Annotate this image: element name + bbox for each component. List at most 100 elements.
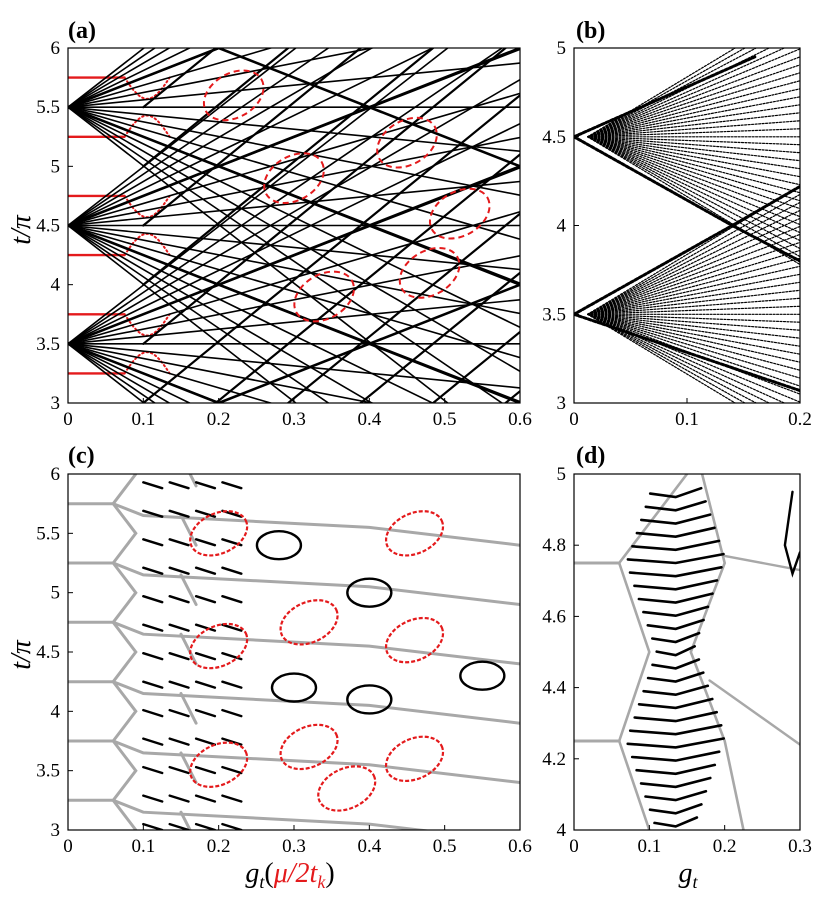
- black-rung: [651, 658, 701, 670]
- fan-line: [587, 313, 737, 403]
- axis-ticks: 0 0.1 0.2 0.3 0.4 0.5 0.6 3 3.5 4 4.5 5 5.5 6 0 0.1 0.2 3…: [36, 38, 812, 857]
- x-tick-label: 0.2: [713, 836, 737, 857]
- y-tick-label: 6: [51, 464, 61, 485]
- black-segment: [221, 595, 243, 604]
- red-loop: [384, 510, 445, 557]
- panel-d-frame: [573, 473, 801, 831]
- boundary-line: [730, 185, 800, 227]
- gray-boundary-line: [723, 554, 800, 572]
- fan-line: [68, 136, 520, 227]
- zigzag-line: [68, 48, 520, 109]
- y-tick-label: 3.5: [542, 304, 566, 325]
- gray-boundary-line: [111, 620, 138, 684]
- panel-c: [68, 474, 520, 830]
- fan-line: [68, 48, 192, 108]
- fan-line: [587, 136, 800, 186]
- fan-line: [68, 48, 330, 227]
- black-segment: [221, 708, 243, 718]
- fan-line: [587, 313, 800, 323]
- fan-line: [68, 92, 520, 227]
- black-rung: [630, 750, 721, 762]
- fan-line: [587, 313, 800, 387]
- fan-line: [68, 48, 374, 227]
- black-segment: [221, 680, 243, 689]
- zigzag-line: [68, 224, 520, 287]
- fan-line: [587, 265, 800, 315]
- gray-boundary-line: [188, 474, 198, 488]
- black-segment: [142, 680, 164, 689]
- gray-boundary-line: [179, 810, 192, 830]
- x-tick-label: 0.2: [207, 836, 231, 857]
- fan-line: [587, 313, 800, 379]
- red-loop: [189, 510, 249, 557]
- panel-label-c: (c): [68, 443, 95, 469]
- fan-line: [68, 48, 157, 108]
- red-loop: [384, 735, 445, 783]
- fan-line: [587, 297, 800, 315]
- fan-line: [68, 224, 520, 271]
- x-tick-label: 0: [63, 836, 73, 857]
- black-segment: [194, 566, 217, 575]
- gray-boundary-line: [111, 739, 138, 802]
- fan-line: [68, 122, 520, 345]
- black-segment: [221, 794, 243, 803]
- red-ellipse: [202, 69, 265, 122]
- black-segment: [221, 765, 243, 775]
- y-tick-label: 5: [557, 38, 567, 59]
- black-segment: [194, 737, 217, 746]
- fan-line: [68, 48, 435, 227]
- black-segment: [168, 623, 190, 632]
- x-tick-label: 0.3: [788, 836, 812, 857]
- fan-line: [587, 273, 800, 315]
- black-segment: [194, 680, 217, 689]
- x-tick-label: 0.1: [131, 836, 155, 857]
- black-segment: [168, 737, 190, 746]
- fan-line: [587, 48, 747, 138]
- black-segment: [194, 595, 217, 604]
- fan-line: [587, 48, 786, 138]
- black-rung: [640, 513, 712, 525]
- diagonal-line: [142, 48, 290, 168]
- fan-line: [587, 217, 800, 315]
- fan-line: [68, 343, 520, 389]
- x-tick-label: 0.4: [357, 409, 381, 430]
- panel-b: [574, 48, 800, 403]
- black-rung: [648, 803, 703, 815]
- y-axis-label-bottom: t/π: [6, 639, 37, 670]
- black-segment: [168, 652, 190, 661]
- fan-line: [587, 313, 758, 403]
- gray-boundary-line: [179, 573, 198, 606]
- black-segment: [142, 737, 164, 746]
- black-segment: [168, 509, 190, 518]
- x-tick-label: 0: [569, 409, 579, 430]
- black-segment: [142, 794, 164, 803]
- fan-line: [587, 48, 758, 138]
- gray-boundary-line: [111, 561, 138, 624]
- fan-line: [587, 281, 800, 315]
- black-rung: [642, 684, 710, 697]
- x-axis-label-left: gt(μ/2tk): [245, 858, 334, 892]
- black-rung: [628, 566, 723, 578]
- x-tick-label: 0.2: [207, 409, 231, 430]
- panel-label-d: (d): [576, 443, 605, 469]
- y-tick-label: 5: [51, 156, 61, 177]
- zigzag-line: [68, 342, 520, 403]
- x-tick-label: 0.5: [433, 409, 457, 430]
- y-tick-label: 5: [51, 583, 61, 604]
- x-tick-label: 0.4: [357, 836, 381, 857]
- black-loop: [459, 660, 506, 691]
- boundary-line: [730, 224, 800, 263]
- black-segment: [194, 652, 217, 661]
- red-loop: [189, 622, 249, 670]
- black-segment: [142, 822, 164, 830]
- fan-line: [587, 313, 800, 371]
- black-segment: [194, 708, 217, 718]
- fan-line: [68, 255, 520, 345]
- gray-boundary-line: [111, 680, 138, 743]
- fan-line: [587, 80, 800, 138]
- black-segment: [221, 566, 243, 575]
- fan-line: [68, 48, 504, 345]
- gray-boundary-line: [68, 502, 520, 547]
- fan-line: [587, 305, 800, 315]
